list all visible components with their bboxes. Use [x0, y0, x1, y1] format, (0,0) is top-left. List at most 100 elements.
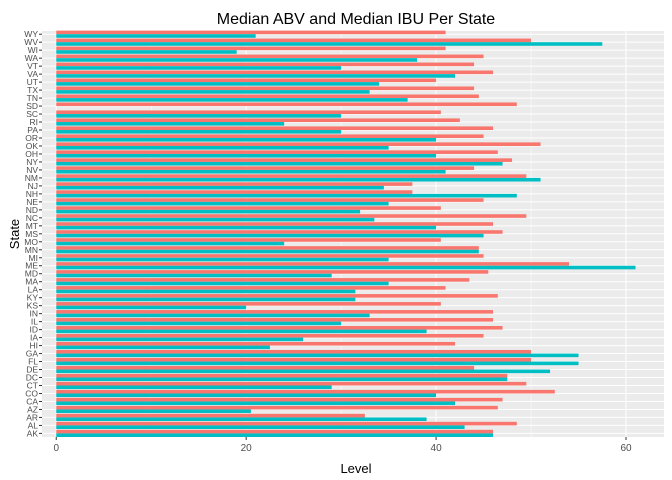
y-tick-label-nh: NH — [26, 189, 38, 199]
bar-de-series-2 — [56, 369, 551, 374]
bar-hi-series-2 — [56, 345, 270, 350]
y-tick-label-hi: HI — [30, 341, 39, 351]
bar-ky-series-2 — [56, 297, 356, 302]
bar-ok-series-2 — [56, 145, 389, 150]
bar-ak-series-1 — [56, 429, 494, 434]
bar-ky-series-1 — [56, 294, 498, 298]
y-tick-label-la: LA — [28, 285, 39, 295]
y-tick-label-ar: AR — [26, 412, 38, 422]
bar-az-series-2 — [56, 409, 251, 414]
y-tick-label-ak: AK — [27, 428, 39, 438]
y-tick-label-wy: WY — [24, 29, 38, 39]
x-tick-label: 0 — [53, 443, 59, 454]
bar-mt-series-2 — [56, 225, 437, 230]
y-tick-label-ms: MS — [25, 229, 38, 239]
bar-mo-series-2 — [56, 241, 285, 246]
bar-fl-series-2 — [56, 361, 579, 366]
bar-wa-series-2 — [56, 58, 418, 62]
bar-wv-series-2 — [56, 42, 603, 46]
y-tick-label-ks: KS — [27, 301, 39, 311]
bar-dc-series-2 — [56, 377, 508, 382]
bar-nm-series-1 — [56, 174, 527, 178]
bar-ms-series-1 — [56, 230, 503, 234]
bar-wi-series-2 — [56, 50, 237, 54]
bar-ut-series-1 — [56, 78, 437, 83]
x-tick-label: 20 — [241, 443, 253, 454]
bar-ma-series-1 — [56, 278, 470, 282]
y-tick-label-fl: FL — [28, 357, 38, 367]
bar-nc-series-1 — [56, 214, 527, 218]
bar-mo-series-1 — [56, 238, 441, 242]
bar-il-series-1 — [56, 318, 494, 322]
bar-nh-series-2 — [56, 193, 517, 198]
y-tick-label-ma: MA — [25, 277, 38, 287]
bar-wv-series-1 — [56, 38, 532, 43]
bar-or-series-2 — [56, 137, 437, 142]
bar-pa-series-2 — [56, 130, 342, 134]
y-tick-label-ne: NE — [26, 197, 38, 207]
y-tick-label-me: ME — [25, 261, 38, 271]
bar-pa-series-1 — [56, 126, 494, 131]
bar-ut-series-2 — [56, 82, 380, 86]
bar-oh-series-2 — [56, 153, 437, 158]
bar-nh-series-1 — [56, 190, 413, 194]
y-tick-label-id: ID — [30, 325, 39, 335]
bar-nm-series-2 — [56, 177, 541, 182]
bars — [56, 30, 636, 437]
bar-de-series-1 — [56, 365, 475, 370]
bar-tx-series-1 — [56, 86, 475, 91]
bar-id-series-2 — [56, 329, 427, 334]
bar-ca-series-2 — [56, 401, 456, 406]
bar-ne-series-2 — [56, 201, 389, 206]
y-tick-label-nv: NV — [26, 165, 38, 175]
bar-mn-series-2 — [56, 249, 479, 254]
y-tick-label-de: DE — [26, 365, 38, 375]
bar-tn-series-2 — [56, 98, 408, 102]
bar-ri-series-2 — [56, 122, 285, 126]
y-tick-label-ri: RI — [30, 117, 39, 127]
y-tick-label-ny: NY — [26, 157, 38, 167]
bar-al-series-1 — [56, 421, 517, 426]
bar-or-series-1 — [56, 134, 484, 138]
bar-fl-series-1 — [56, 357, 532, 362]
y-tick-label-ky: KY — [27, 293, 39, 303]
y-tick-label-tn: TN — [27, 93, 38, 103]
bar-tn-series-1 — [56, 94, 479, 99]
bar-me-series-2 — [56, 265, 636, 270]
y-tick-label-in: IN — [30, 309, 39, 319]
x-tick-label: 40 — [431, 443, 443, 454]
y-tick-label-or: OR — [25, 133, 38, 143]
bar-ny-series-1 — [56, 158, 513, 162]
y-tick-label-ca: CA — [26, 396, 38, 406]
bar-ca-series-1 — [56, 397, 503, 402]
bar-al-series-2 — [56, 425, 465, 430]
bar-wy-series-2 — [56, 34, 256, 38]
bar-vt-series-1 — [56, 62, 475, 67]
bar-nv-series-1 — [56, 166, 475, 170]
y-tick-label-pa: PA — [27, 125, 38, 135]
bar-mi-series-2 — [56, 257, 389, 262]
bar-co-series-2 — [56, 393, 437, 398]
bar-ga-series-1 — [56, 349, 532, 354]
bar-va-series-1 — [56, 70, 494, 75]
bar-hi-series-1 — [56, 341, 456, 346]
bar-ma-series-2 — [56, 281, 389, 286]
bar-nd-series-1 — [56, 206, 441, 210]
bar-co-series-1 — [56, 389, 555, 394]
bar-nv-series-2 — [56, 169, 446, 174]
bar-mn-series-1 — [56, 246, 479, 250]
bar-ga-series-2 — [56, 353, 579, 358]
bar-ar-series-1 — [56, 413, 365, 418]
bar-ne-series-1 — [56, 198, 484, 202]
y-tick-label-nd: ND — [26, 205, 38, 215]
bar-md-series-1 — [56, 270, 489, 274]
y-axis-label: State — [7, 219, 22, 249]
bar-ak-series-2 — [56, 433, 494, 437]
bar-ar-series-2 — [56, 417, 427, 422]
bar-dc-series-1 — [56, 373, 508, 378]
y-tick-label-il: IL — [31, 317, 38, 327]
y-tick-label-az: AZ — [27, 404, 38, 414]
y-axis-ticks: AKALARAZCACOCTDCDEFLGAHIIAIDILINKSKYLAMA… — [24, 29, 42, 438]
y-tick-label-oh: OH — [25, 149, 38, 159]
bar-mi-series-1 — [56, 254, 484, 258]
